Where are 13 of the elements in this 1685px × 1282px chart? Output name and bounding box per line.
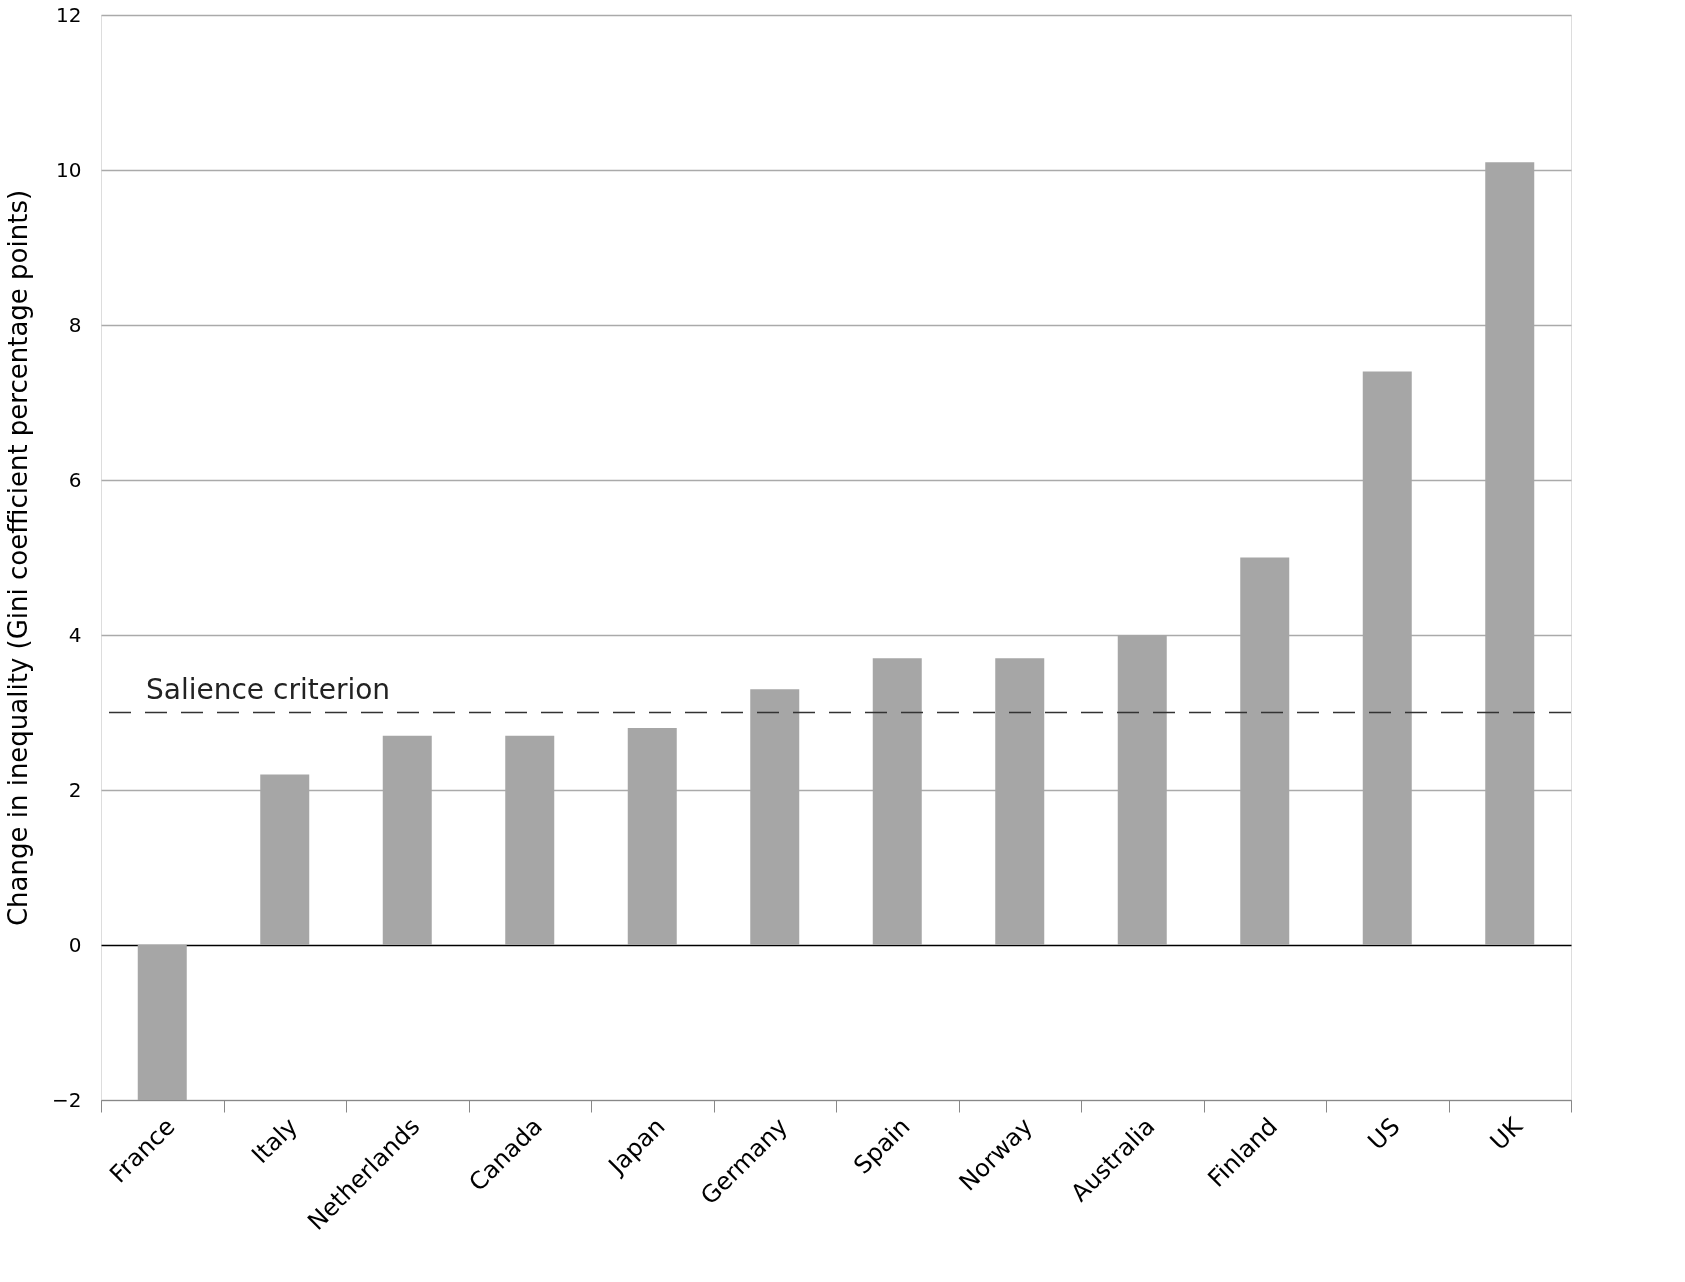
bar [137, 945, 187, 1100]
y-tick-label: 6 [68, 467, 82, 492]
ref-line-label: Salience criterion [146, 672, 391, 706]
y-tick-label: 0 [68, 932, 82, 957]
y-tick-label: 10 [56, 157, 82, 182]
y-tick-label: −2 [52, 1087, 82, 1112]
y-tick-label: 2 [68, 777, 82, 802]
x-tick-label: UK [1484, 1111, 1529, 1156]
y-tick-label: 12 [56, 2, 82, 27]
y-tick-label: 4 [68, 622, 82, 647]
x-tick-label: US [1362, 1112, 1406, 1156]
y-tick-label: 8 [68, 312, 82, 337]
y-axis-title: Change in inequality (Gini coefficient percentage points) [3, 189, 34, 927]
